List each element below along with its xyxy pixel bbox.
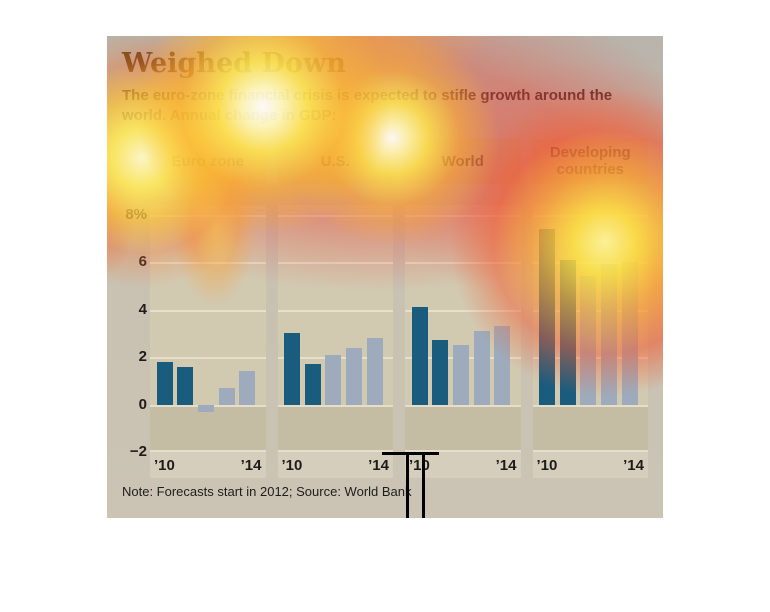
y-axis-label-6: 6 xyxy=(138,253,147,270)
bar-developing-countries-2014 xyxy=(621,262,638,405)
bar-world-2011 xyxy=(432,340,449,405)
x-label-start: ’10 xyxy=(536,456,558,474)
x-label-start: ’10 xyxy=(154,456,175,474)
panels: Euro zone ’10’14 U.S. ’10’14 World ’10’14 Deve… xyxy=(150,138,648,478)
bar-u-s-2012 xyxy=(325,354,342,405)
gridline-0 xyxy=(405,404,521,407)
x-label-start: ’10 xyxy=(281,456,303,474)
bar-euro-zone-2012 xyxy=(197,404,214,412)
gdp-growth-chart: Weighed Down The euro-zone financial cri… xyxy=(107,36,663,518)
y-axis-label-0: 0 xyxy=(138,395,147,413)
panel-header-developing-countries: Developing countries xyxy=(532,138,648,184)
gridline-4 xyxy=(277,309,393,312)
gridline-6 xyxy=(277,262,393,264)
crosshair-artifact-vertical-right xyxy=(422,452,425,518)
x-axis-band-euro-zone: ’10 ’14 xyxy=(150,452,266,478)
gridline-4 xyxy=(150,309,266,312)
x-label-end: ’14 xyxy=(240,456,262,474)
x-label-start: ’10 xyxy=(409,456,430,474)
x-label-end: ’14 xyxy=(495,456,517,474)
bar-developing-countries-2011 xyxy=(559,259,576,405)
bar-u-s-2013 xyxy=(346,347,363,405)
gridline-8 xyxy=(150,214,266,217)
bar-developing-countries-2013 xyxy=(601,264,618,405)
crosshair-artifact-vertical-left xyxy=(406,452,409,518)
bar-u-s-2014 xyxy=(366,338,383,405)
panel-world: World ’10 ’14 xyxy=(405,138,521,478)
panel-u-s: U.S. ’10 ’14 xyxy=(277,138,393,478)
bar-world-2010 xyxy=(411,307,428,405)
chart-subtitle: The euro-zone financial crisis is expect… xyxy=(122,86,642,126)
bar-euro-zone-2013 xyxy=(218,387,235,405)
source-note: Note: Forecasts start in 2012; Source: W… xyxy=(122,484,412,499)
bar-world-2014 xyxy=(494,326,511,405)
page-title: Weighed Down xyxy=(122,48,346,79)
x-label-end: ’14 xyxy=(623,456,644,474)
panel-header-u-s: U.S. xyxy=(277,138,393,184)
gridline-6 xyxy=(150,262,266,264)
subtitle-line-2: world. Annual change in GDP: xyxy=(122,107,337,124)
x-axis-band-u-s: ’10 ’14 xyxy=(277,452,393,478)
gridline-0 xyxy=(277,404,393,407)
bar-euro-zone-2014 xyxy=(239,371,256,405)
negative-zone xyxy=(532,404,648,452)
panel-euro-zone: Euro zone ’10 ’14 xyxy=(150,138,266,478)
panel-developing-countries: Developing countries ’10 ’14 xyxy=(532,138,648,478)
bar-u-s-2011 xyxy=(304,364,321,405)
bar-u-s-2010 xyxy=(284,333,300,405)
plot-area-euro-zone xyxy=(150,205,266,452)
y-axis-label--2: −2 xyxy=(129,443,147,460)
gridline-0 xyxy=(532,404,648,407)
gridline-6 xyxy=(405,262,521,264)
plot-area-developing-countries xyxy=(532,205,648,452)
bar-developing-countries-2012 xyxy=(580,276,597,405)
plot-area-world xyxy=(405,205,521,452)
crosshair-artifact-horizontal xyxy=(382,452,439,455)
subtitle-line-1: The euro-zone financial crisis is expect… xyxy=(122,87,613,104)
panel-header-euro-zone: Euro zone xyxy=(150,138,266,184)
gridline-8 xyxy=(532,214,648,217)
y-axis-label-2: 2 xyxy=(138,348,147,365)
gridline-8 xyxy=(405,214,521,217)
x-label-end: ’14 xyxy=(368,456,389,474)
plot-area-u-s xyxy=(277,205,393,452)
x-axis-band-developing-countries: ’10 ’14 xyxy=(532,452,648,478)
negative-zone xyxy=(405,404,521,452)
bar-world-2012 xyxy=(452,345,469,405)
bar-world-2013 xyxy=(473,330,490,405)
gridline-8 xyxy=(277,214,393,217)
y-axis-label-4: 4 xyxy=(138,300,147,318)
bar-euro-zone-2010 xyxy=(156,361,173,405)
bar-euro-zone-2011 xyxy=(177,366,194,405)
panel-header-world: World xyxy=(405,138,521,184)
bar-developing-countries-2010 xyxy=(539,228,555,405)
negative-zone xyxy=(150,404,266,452)
y-axis-label-8: 8% xyxy=(125,205,147,223)
negative-zone xyxy=(277,404,393,452)
gridline-2 xyxy=(150,357,266,359)
